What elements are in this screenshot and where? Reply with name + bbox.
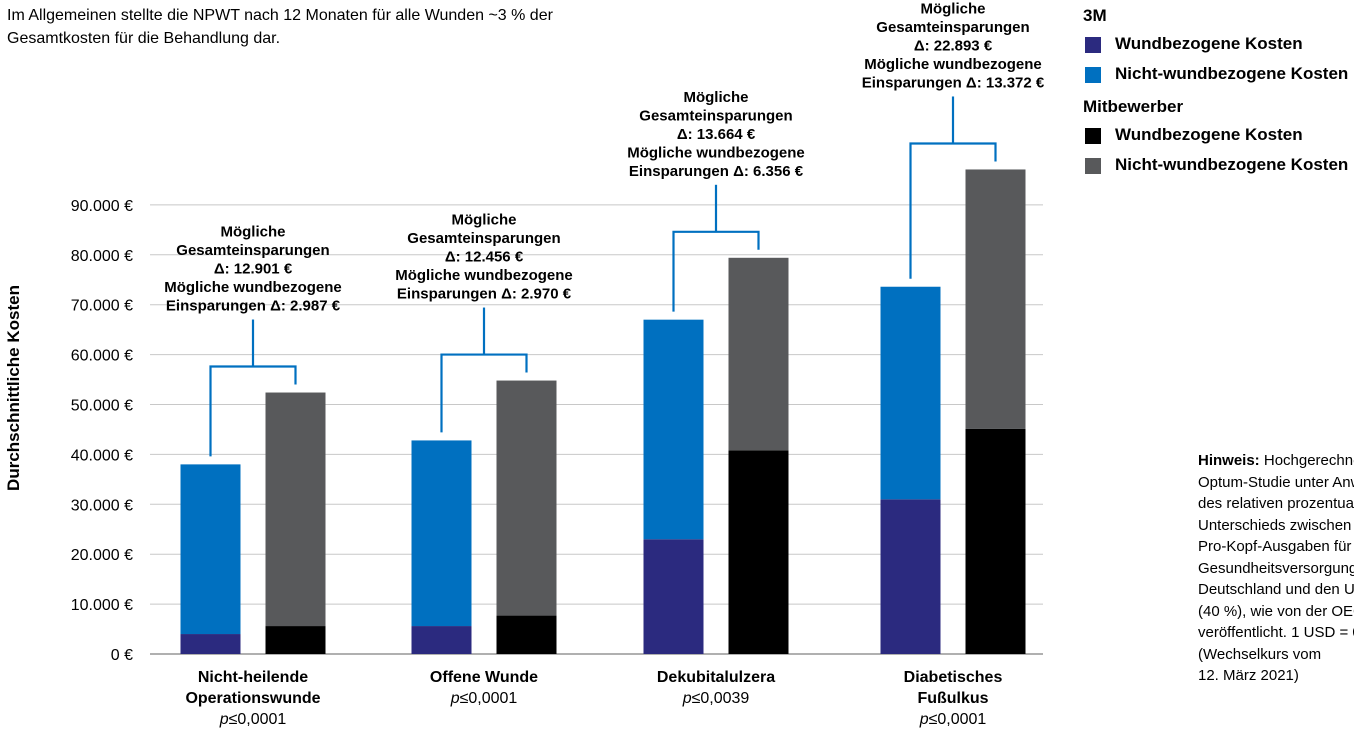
bar-competitor-wound — [496, 615, 557, 654]
p-symbol: p — [219, 711, 229, 728]
bar-competitor-wound — [265, 626, 326, 654]
annotation-line: Mögliche wundbezogene — [864, 56, 1042, 73]
p-value-label: p≤0,0039 — [682, 690, 750, 707]
annotation-line: Mögliche wundbezogene — [164, 279, 342, 296]
legend-item-3m-wound: Wundbezogene Kosten — [1083, 33, 1354, 55]
p-symbol: p — [450, 690, 460, 707]
legend-label-comp-wound: Wundbezogene Kosten — [1115, 125, 1303, 144]
annotation-line: Einsparungen Δ: 6.356 € — [629, 163, 804, 180]
intro-text: Im Allgemeinen stellte die NPWT nach 12 … — [7, 7, 553, 47]
annotation-line: Δ: 22.893 € — [914, 37, 993, 54]
bar-competitor-wound — [728, 450, 789, 654]
x-category-label: Offene Wunde — [430, 669, 538, 686]
legend-swatch-3m-nonwound — [1085, 67, 1101, 83]
y-tick-label: 0 € — [111, 647, 133, 664]
x-category-label: Diabetisches — [904, 669, 1003, 686]
bar-3m-nonwound — [643, 319, 704, 540]
legend-swatch-comp-wound — [1085, 128, 1101, 144]
footnote-text: Hochgerechnet aus Optum-Studie unter Anw… — [1198, 452, 1354, 684]
x-category-label-line2: Fußulkus — [917, 690, 988, 707]
footnote-label: Hinweis: — [1198, 452, 1260, 469]
p-value-label: p≤0,0001 — [450, 690, 518, 707]
annotation-line: Mögliche — [683, 89, 748, 106]
y-tick-label: 20.000 € — [71, 547, 133, 564]
legend-item-3m-nonwound: Nicht-wundbezogene Kosten — [1083, 63, 1354, 85]
annotation-line: Δ: 12.901 € — [214, 261, 293, 278]
annotation-line: Mögliche wundbezogene — [395, 267, 573, 284]
footnote: Hinweis: Hochgerechnet aus Optum-Studie … — [1198, 450, 1354, 687]
annotation-line: Gesamteinsparungen — [876, 19, 1029, 36]
p-value: ≤0,0001 — [229, 711, 287, 728]
x-category-label: Dekubitalulzera — [657, 669, 775, 686]
y-tick-label: 10.000 € — [71, 597, 133, 614]
annotation-line: Δ: 12.456 € — [445, 249, 524, 266]
p-value-label: p≤0,0001 — [919, 711, 987, 728]
annotation-line: Einsparungen Δ: 2.970 € — [397, 286, 572, 303]
y-tick-label: 40.000 € — [71, 447, 133, 464]
y-tick-label: 30.000 € — [71, 497, 133, 514]
annotation-line: Gesamteinsparungen — [176, 242, 329, 259]
annotation-line: Mögliche — [220, 224, 285, 241]
p-value: ≤0,0001 — [929, 711, 987, 728]
legend-swatch-3m-wound — [1085, 37, 1101, 53]
bar-3m-wound — [411, 626, 472, 654]
x-category-label-line2: Operationswunde — [185, 690, 320, 707]
legend-label-3m-wound: Wundbezogene Kosten — [1115, 34, 1303, 53]
bar-3m-wound — [180, 634, 241, 654]
bar-competitor-nonwound — [265, 392, 326, 627]
annotation-line: Mögliche — [920, 0, 985, 17]
bar-3m-nonwound — [180, 464, 241, 635]
stacked-bar-chart: 0 € 10.000 € 20.000 € 30.000 € 40.000 € 50.00… — [71, 0, 1045, 728]
bar-3m-wound — [643, 539, 704, 654]
bar-competitor-nonwound — [728, 257, 789, 451]
legend-item-comp-nonwound: Nicht-wundbezogene Kosten — [1083, 154, 1354, 176]
y-tick-label: 70.000 € — [71, 298, 133, 315]
legend-group-mitbewerber: Mitbewerber — [1083, 97, 1184, 116]
p-symbol: p — [919, 711, 929, 728]
annotation-line: Mögliche — [451, 212, 516, 229]
bar-competitor-wound — [965, 428, 1026, 654]
annotation-line: Gesamteinsparungen — [407, 230, 560, 247]
annotation-line: Δ: 13.664 € — [677, 126, 756, 143]
legend-label-comp-nonwound: Nicht-wundbezogene Kosten — [1115, 155, 1349, 174]
y-tick-label: 60.000 € — [71, 348, 133, 365]
y-tick-label: 80.000 € — [71, 248, 133, 265]
legend-group-3m: 3M — [1083, 6, 1107, 25]
legend: 3M Wundbezogene Kosten Nicht-wundbezogen… — [1083, 6, 1354, 184]
legend-swatch-comp-nonwound — [1085, 158, 1101, 174]
annotation-line: Gesamteinsparungen — [639, 107, 792, 124]
annotation-line: Mögliche wundbezogene — [627, 144, 805, 161]
bar-3m-wound — [880, 499, 941, 654]
bar-competitor-nonwound — [496, 380, 557, 616]
p-symbol: p — [682, 690, 692, 707]
y-tick-label: 50.000 € — [71, 398, 133, 415]
annotation-line: Einsparungen Δ: 13.372 € — [862, 74, 1045, 91]
p-value-label: p≤0,0001 — [219, 711, 287, 728]
bar-3m-nonwound — [880, 286, 941, 500]
bar-3m-nonwound — [411, 440, 472, 627]
legend-label-3m-nonwound: Nicht-wundbezogene Kosten — [1115, 64, 1349, 83]
y-tick-label: 90.000 € — [71, 198, 133, 215]
p-value: ≤0,0039 — [692, 690, 750, 707]
annotation-line: Einsparungen Δ: 2.987 € — [166, 298, 341, 315]
p-value: ≤0,0001 — [460, 690, 518, 707]
legend-item-comp-wound: Wundbezogene Kosten — [1083, 124, 1354, 146]
x-category-label: Nicht-heilende — [198, 669, 308, 686]
bar-competitor-nonwound — [965, 169, 1026, 429]
